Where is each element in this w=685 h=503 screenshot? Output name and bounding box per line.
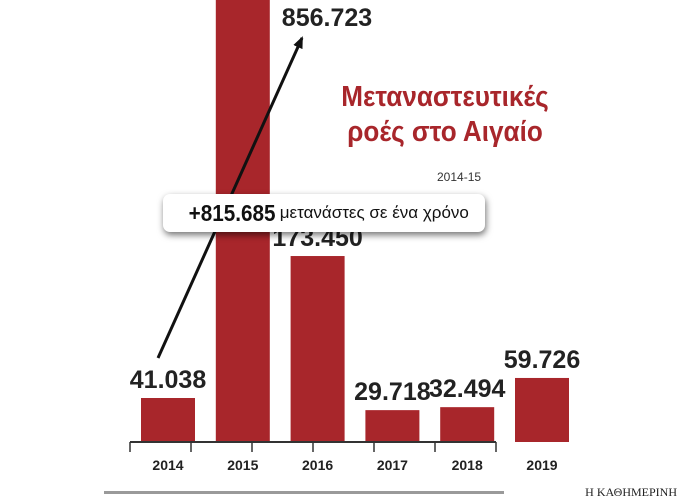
tick-label-2017: 2017 [377,457,408,473]
bar-2017 [365,410,420,442]
bar-2019 [515,377,569,442]
increase-callout: +815.685 μετανάστες σε ένα χρόνο [163,194,485,232]
title-line-1: Μεταναστευτικές [341,81,549,113]
callout-text: μετανάστες σε ένα χρόνο [279,203,469,222]
value-label-2019: 59.726 [504,346,580,374]
credit-divider [104,491,504,494]
tick-label-2015: 2015 [227,457,258,473]
bar-2016 [290,256,345,442]
tick-label-2019: 2019 [526,457,557,473]
callout-value: +815.685 [188,199,276,226]
chart-title: Μεταναστευτικές ροές στο Αιγαίο [315,80,576,150]
bar-2014 [141,398,195,442]
tick-label-2016: 2016 [302,457,333,473]
tick-label-2018: 2018 [452,457,483,473]
value-label-2017: 29.718 [354,378,431,406]
bar-2018 [440,407,495,442]
value-label-2018: 32.494 [429,375,506,403]
source-credit: Η ΚΑΘΗΜΕΡΙΝΗ [585,485,677,499]
chart-subtitle: 2014-15 [437,170,482,184]
title-line-2: ροές στο Αιγαίο [347,116,543,148]
tick-label-2014: 2014 [152,457,183,473]
value-label-2014: 41.038 [130,366,207,394]
value-label-2015: 856.723 [282,4,372,32]
